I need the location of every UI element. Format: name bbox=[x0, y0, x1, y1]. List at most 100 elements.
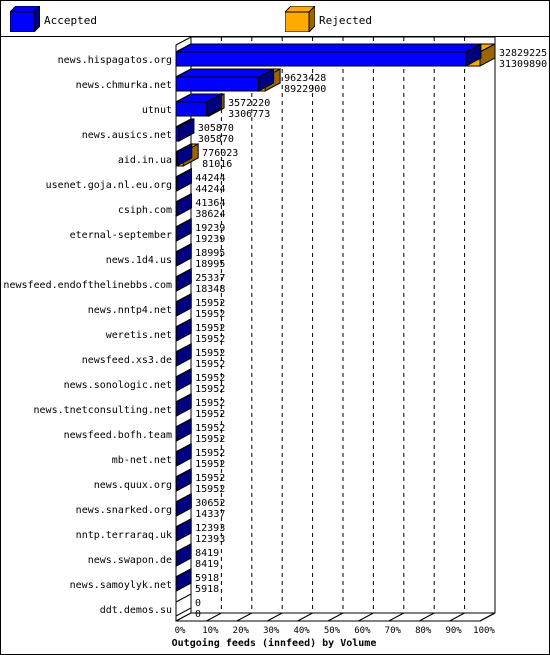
floor-tick bbox=[327, 612, 344, 622]
data-label-rejected: 15952 bbox=[195, 434, 225, 445]
bar-accepted-face bbox=[175, 126, 180, 142]
data-label-rejected: 15952 bbox=[195, 384, 225, 395]
category-label: news.snarked.org bbox=[76, 505, 172, 516]
data-label-accepted: 776023 bbox=[202, 148, 238, 159]
legend-rejected-swatch bbox=[285, 6, 315, 32]
bar-base bbox=[175, 593, 192, 617]
x-tick-label: 0% bbox=[175, 626, 186, 636]
data-label-accepted: 15952 bbox=[195, 398, 225, 409]
data-label-accepted: 18995 bbox=[195, 248, 225, 259]
floor-tick bbox=[206, 612, 222, 622]
floor-tick bbox=[418, 612, 435, 622]
category-label: ddt.demos.su bbox=[100, 605, 172, 616]
data-label-accepted: 9623428 bbox=[284, 73, 326, 84]
data-label-accepted: 15952 bbox=[195, 473, 225, 484]
category-label: news.1d4.us bbox=[106, 255, 172, 266]
data-label-accepted: 3572220 bbox=[228, 98, 270, 109]
data-label-rejected: 31309890 bbox=[499, 59, 547, 70]
data-label-rejected: 5918 bbox=[195, 584, 219, 595]
data-label-rejected: 15952 bbox=[195, 459, 225, 470]
data-label-accepted: 30652 bbox=[195, 498, 225, 509]
category-label: newsfeed.bofh.team bbox=[64, 430, 172, 441]
category-label: weretis.net bbox=[106, 330, 172, 341]
bar-accepted-face bbox=[175, 51, 467, 67]
x-tick-label: 20% bbox=[233, 626, 250, 636]
data-label-rejected: 305870 bbox=[198, 134, 234, 145]
data-label-rejected: 3306773 bbox=[228, 109, 270, 120]
floor-tick bbox=[388, 612, 405, 622]
data-label-rejected: 8419 bbox=[195, 559, 219, 570]
data-label-accepted: 19239 bbox=[195, 223, 225, 234]
category-label: news.quux.org bbox=[94, 480, 172, 491]
data-label-rejected: 15952 bbox=[195, 409, 225, 420]
category-label: news.sonologic.net bbox=[64, 380, 172, 391]
data-label-rejected: 15952 bbox=[195, 359, 225, 370]
category-label: news.nntp4.net bbox=[88, 305, 172, 316]
category-label: eternal-september bbox=[70, 230, 172, 241]
bar-accepted-face bbox=[175, 151, 178, 167]
category-label: mb-net.net bbox=[112, 455, 172, 466]
legend-accepted: Accepted bbox=[10, 6, 130, 32]
category-label: news.chmurka.net bbox=[76, 80, 172, 91]
data-label-accepted: 32829225 bbox=[499, 48, 547, 59]
bar-accepted-face bbox=[175, 76, 260, 92]
data-label-rejected: 15952 bbox=[195, 334, 225, 345]
data-label-rejected: 14337 bbox=[195, 509, 225, 520]
data-label-rejected: 15952 bbox=[195, 484, 225, 495]
data-label-accepted: 15952 bbox=[195, 448, 225, 459]
category-label: aid.in.ua bbox=[118, 155, 172, 166]
floor-tick bbox=[449, 612, 465, 622]
data-label-accepted: 15952 bbox=[195, 423, 225, 434]
data-label-accepted: 12393 bbox=[195, 523, 225, 534]
x-tick-label: 30% bbox=[263, 626, 280, 636]
data-label-accepted: 5918 bbox=[195, 573, 219, 584]
category-label: news.tnetconsulting.net bbox=[34, 405, 172, 416]
bar-accepted-top bbox=[175, 43, 482, 53]
floor-tick bbox=[297, 612, 313, 622]
category-label: utnut bbox=[142, 105, 172, 116]
floor-tick bbox=[358, 612, 374, 622]
data-label-rejected: 19239 bbox=[195, 234, 225, 245]
data-label-rejected: 44244 bbox=[195, 184, 225, 195]
x-axis-title: Outgoing feeds (innfeed) by Volume bbox=[172, 637, 377, 649]
category-label: usenet.goja.nl.eu.org bbox=[46, 180, 172, 191]
data-label-accepted: 15952 bbox=[195, 298, 225, 309]
category-label: news.ausics.net bbox=[82, 130, 172, 141]
data-label-rejected: 38624 bbox=[195, 209, 225, 220]
data-label-accepted: 8419 bbox=[195, 548, 219, 559]
data-label-rejected: 18348 bbox=[195, 284, 225, 295]
category-label: news.hispagatos.org bbox=[58, 55, 172, 66]
category-label: csiph.com bbox=[118, 205, 172, 216]
data-label-accepted: 0 bbox=[195, 598, 201, 609]
data-label-rejected: 18995 bbox=[195, 259, 225, 270]
data-label-rejected: 81016 bbox=[202, 159, 232, 170]
floor-tick bbox=[479, 612, 496, 622]
bar-accepted-face bbox=[175, 101, 208, 117]
x-tick-label: 90% bbox=[445, 626, 462, 636]
category-label: news.swapon.de bbox=[88, 555, 172, 566]
data-label-accepted: 15952 bbox=[195, 348, 225, 359]
legend-accepted-label: Accepted bbox=[44, 14, 97, 27]
category-label: newsfeed.endofthelinebbs.com bbox=[3, 280, 172, 291]
floor-tick bbox=[266, 612, 283, 622]
data-label-accepted: 41364 bbox=[195, 198, 225, 209]
category-label: nntp.terraraq.uk bbox=[76, 530, 172, 541]
floor-tick bbox=[236, 612, 253, 622]
data-label-rejected: 0 bbox=[195, 609, 201, 620]
data-label-accepted: 25337 bbox=[195, 273, 225, 284]
data-label-accepted: 15952 bbox=[195, 373, 225, 384]
data-label-accepted: 305870 bbox=[198, 123, 234, 134]
x-tick-label: 10% bbox=[202, 626, 219, 636]
data-label-rejected: 12393 bbox=[195, 534, 225, 545]
x-tick-label: 50% bbox=[324, 626, 341, 636]
category-label: newsfeed.xs3.de bbox=[82, 355, 172, 366]
legend-rejected: Rejected bbox=[285, 6, 405, 32]
x-tick-label: 60% bbox=[354, 626, 371, 636]
x-tick-label: 70% bbox=[385, 626, 402, 636]
x-tick-label: 80% bbox=[415, 626, 432, 636]
category-label: news.samoylyk.net bbox=[70, 580, 172, 591]
data-label-accepted: 44244 bbox=[195, 173, 225, 184]
bar-accepted-top bbox=[175, 68, 274, 78]
data-label-rejected: 15952 bbox=[195, 309, 225, 320]
